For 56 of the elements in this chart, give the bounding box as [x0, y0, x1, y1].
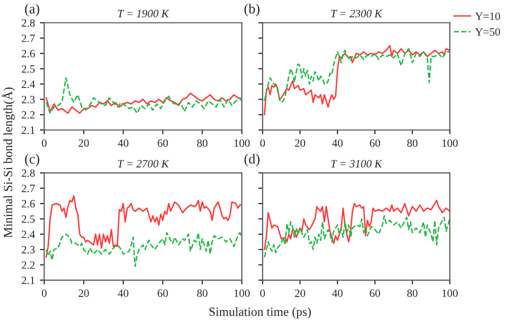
legend-label: Y=10 [475, 12, 500, 20]
x-tick-label: 80 [407, 290, 418, 297]
x-tick-label: 0 [42, 290, 47, 297]
x-tick-label: 100 [234, 290, 250, 297]
x-tick-label: 60 [158, 290, 168, 297]
legend-label: Y=50 [475, 28, 500, 36]
y-tick-label: 2.3 [22, 246, 35, 254]
text: (a) [25, 4, 40, 16]
x-tick-label: 0 [260, 290, 265, 297]
line-series [45, 195, 242, 258]
x-tick-label: 40 [332, 290, 343, 297]
text: (b) [244, 4, 260, 16]
x-tick-label: 20 [294, 139, 306, 147]
x-axis-title: Simulation time (ps) [209, 307, 311, 318]
x-tick-label: 60 [158, 139, 168, 147]
y-tick-label: 2.2 [22, 261, 35, 269]
y-tick-label: 2.6 [22, 200, 35, 208]
x-tick-label: 100 [442, 139, 458, 147]
x-tick-label: 80 [407, 139, 418, 147]
y-tick-label: 2.8 [22, 169, 35, 177]
chart-title: T = 3100 K [331, 160, 382, 168]
y-tick-label: 2.4 [22, 230, 35, 238]
x-tick-label: 100 [442, 290, 458, 297]
x-tick-label: 20 [294, 290, 306, 297]
y-tick-label: 2.6 [22, 50, 35, 58]
text: (d) [244, 154, 260, 166]
x-tick-label: 0 [42, 139, 47, 147]
line-series [45, 77, 242, 114]
y-tick-label: 2.1 [22, 276, 35, 284]
y-tick-label: 2.5 [22, 215, 35, 223]
y-tick-label: 2.7 [22, 184, 35, 192]
chart-title: T = 2700 K [118, 160, 170, 168]
line-series [45, 92, 242, 114]
x-tick-label: 40 [118, 139, 128, 147]
x-tick-label: 0 [260, 139, 265, 147]
y-tick-label: 2.4 [22, 80, 35, 88]
x-tick-label: 60 [370, 139, 380, 147]
y-tick-label: 2.1 [22, 126, 35, 134]
x-tick-label: 100 [234, 139, 250, 147]
x-tick-label: 80 [197, 290, 208, 297]
text: (c) [25, 154, 40, 166]
y-tick-label: 2.5 [22, 65, 35, 73]
y-tick-label: 2.3 [22, 96, 35, 104]
x-tick-label: 20 [78, 139, 89, 147]
line-series [45, 232, 242, 268]
y-tick-label: 2.8 [22, 19, 35, 27]
x-tick-label: 40 [118, 290, 128, 297]
y-axis-title: Minimal Si-Si bond length(Å) [2, 88, 15, 238]
y-tick-label: 2.2 [22, 111, 35, 119]
x-tick-label: 80 [197, 139, 208, 147]
x-tick-label: 40 [332, 139, 343, 147]
x-tick-label: 60 [370, 290, 380, 297]
x-tick-label: 20 [78, 290, 89, 297]
chart-title: T = 1900 K [118, 10, 170, 18]
chart-title: T = 2300 K [331, 10, 382, 18]
y-tick-label: 2.7 [22, 34, 35, 42]
